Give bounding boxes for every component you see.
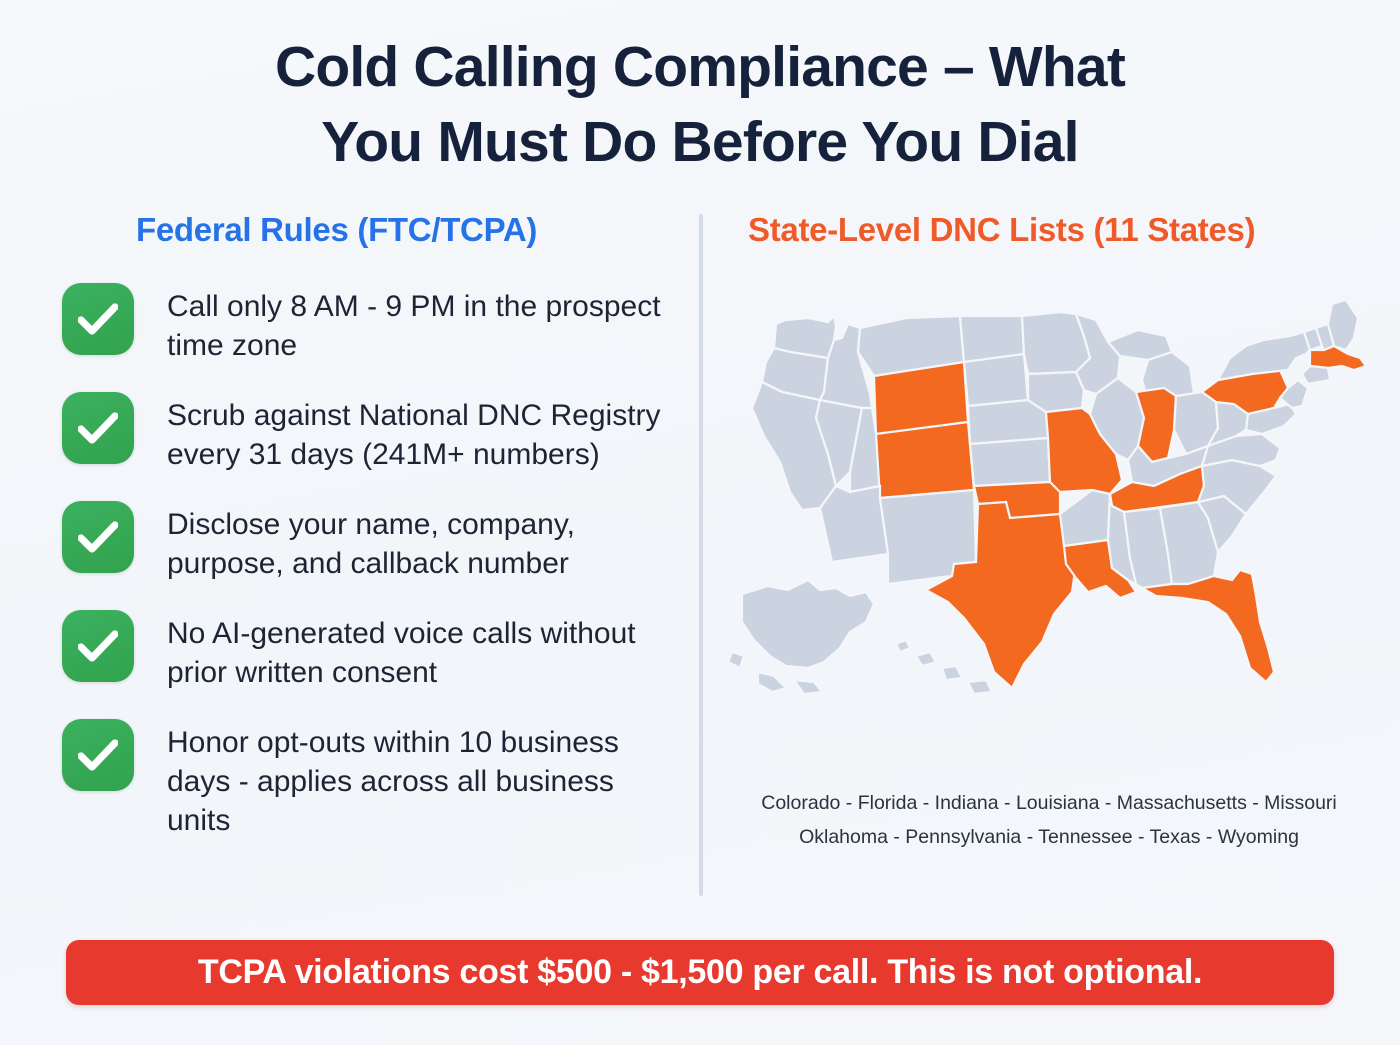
state-hawaii	[894, 638, 994, 696]
list-item-label: Scrub against National DNC Registry ever…	[167, 399, 661, 471]
state-florida	[1138, 568, 1276, 684]
list-item: Call only 8 AM - 9 PM in the prospect ti…	[62, 283, 682, 365]
state-idaho	[818, 322, 874, 410]
list-item: Honor opt-outs within 10 business days -…	[62, 719, 682, 840]
federal-rules-heading: Federal Rules (FTC/TCPA)	[136, 211, 538, 248]
state-arkansas	[1058, 488, 1112, 548]
state-kansas	[968, 436, 1052, 488]
state-iowa	[1026, 370, 1086, 414]
list-item-label: Call only 8 AM - 9 PM in the prospect ti…	[167, 290, 661, 362]
state-colorado	[874, 420, 976, 500]
tcpa-warning-banner: TCPA violations cost $500 - $1,500 per c…	[66, 940, 1334, 1005]
column-divider	[699, 214, 703, 896]
list-item-label: Honor opt-outs within 10 business days -…	[167, 726, 619, 837]
state-list-line-1: Colorado - Florida - Indiana - Louisiana…	[761, 792, 1337, 814]
state-south-dakota	[962, 352, 1030, 408]
check-icon	[62, 719, 134, 791]
title-line-1: Cold Calling Compliance – What	[274, 35, 1126, 99]
state-list-line-2: Oklahoma - Pennsylvania - Tennessee - Te…	[799, 826, 1299, 849]
check-icon	[62, 501, 134, 573]
list-item: No AI-generated voice calls without prio…	[62, 610, 682, 692]
state-maine	[1326, 298, 1360, 352]
title-line-2: You Must Do Before You Dial	[321, 110, 1079, 175]
check-icon	[62, 392, 134, 464]
state-new-jersey	[1278, 378, 1310, 410]
state-missouri	[1044, 406, 1124, 496]
highlighted-states-list: Colorado - Florida - Indiana - Louisiana…	[724, 786, 1374, 854]
state-dnc-heading: State-Level DNC Lists (11 States)	[748, 211, 1256, 248]
state-rhode-island-connecticut	[1300, 364, 1332, 386]
check-icon	[62, 283, 134, 355]
federal-rules-checklist: Call only 8 AM - 9 PM in the prospect ti…	[62, 283, 682, 867]
state-alaska	[726, 578, 876, 696]
list-item-label: Disclose your name, company, purpose, an…	[167, 508, 575, 580]
map-states	[726, 298, 1368, 696]
list-item: Disclose your name, company, purpose, an…	[62, 501, 682, 583]
state-texas	[923, 500, 1078, 690]
state-arizona	[818, 484, 890, 564]
us-dnc-map	[724, 296, 1374, 708]
state-maryland-delaware	[1244, 402, 1298, 436]
page-title: Cold Calling Compliance – What You Must …	[0, 30, 1400, 180]
list-item: Scrub against National DNC Registry ever…	[62, 392, 682, 474]
list-item-label: No AI-generated voice calls without prio…	[167, 617, 636, 689]
tcpa-warning-text: TCPA violations cost $500 - $1,500 per c…	[197, 953, 1203, 991]
check-icon	[62, 610, 134, 682]
